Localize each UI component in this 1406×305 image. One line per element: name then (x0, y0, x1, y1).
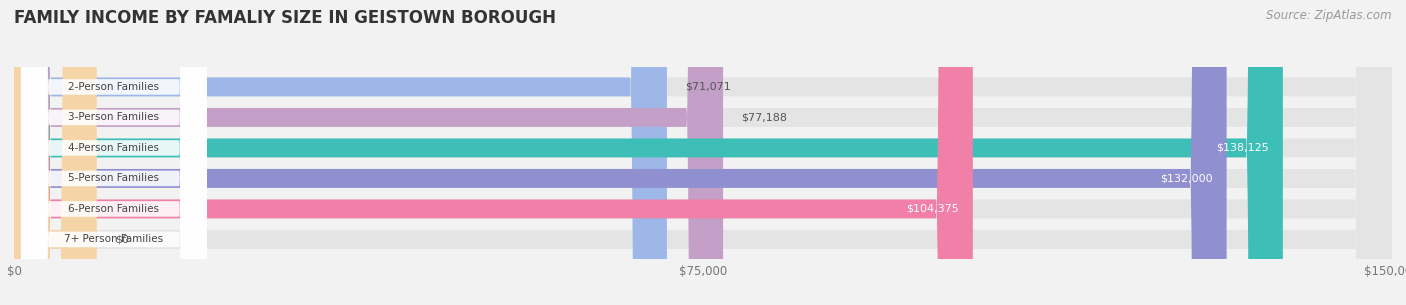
Text: FAMILY INCOME BY FAMALIY SIZE IN GEISTOWN BOROUGH: FAMILY INCOME BY FAMALIY SIZE IN GEISTOW… (14, 9, 555, 27)
Text: 3-Person Families: 3-Person Families (69, 113, 159, 122)
FancyBboxPatch shape (14, 0, 1392, 305)
FancyBboxPatch shape (14, 0, 666, 305)
Text: $71,071: $71,071 (685, 82, 731, 92)
FancyBboxPatch shape (14, 0, 1392, 305)
Text: $77,188: $77,188 (741, 113, 787, 122)
FancyBboxPatch shape (21, 0, 207, 305)
Text: $0: $0 (115, 235, 129, 244)
FancyBboxPatch shape (14, 0, 1392, 305)
FancyBboxPatch shape (21, 0, 207, 305)
Text: 5-Person Families: 5-Person Families (69, 174, 159, 183)
FancyBboxPatch shape (14, 0, 1392, 305)
Text: Source: ZipAtlas.com: Source: ZipAtlas.com (1267, 9, 1392, 22)
FancyBboxPatch shape (14, 0, 1226, 305)
FancyBboxPatch shape (14, 0, 723, 305)
FancyBboxPatch shape (14, 0, 1392, 305)
FancyBboxPatch shape (14, 0, 97, 305)
FancyBboxPatch shape (21, 0, 207, 305)
FancyBboxPatch shape (14, 0, 1392, 305)
Text: 2-Person Families: 2-Person Families (69, 82, 159, 92)
Text: $132,000: $132,000 (1160, 174, 1213, 183)
FancyBboxPatch shape (14, 0, 973, 305)
Text: 4-Person Families: 4-Person Families (69, 143, 159, 153)
FancyBboxPatch shape (21, 0, 207, 305)
Text: 6-Person Families: 6-Person Families (69, 204, 159, 214)
FancyBboxPatch shape (21, 0, 207, 305)
FancyBboxPatch shape (14, 0, 1282, 305)
Text: $138,125: $138,125 (1216, 143, 1270, 153)
Text: 7+ Person Families: 7+ Person Families (65, 235, 163, 244)
Text: $104,375: $104,375 (907, 204, 959, 214)
FancyBboxPatch shape (21, 0, 207, 305)
